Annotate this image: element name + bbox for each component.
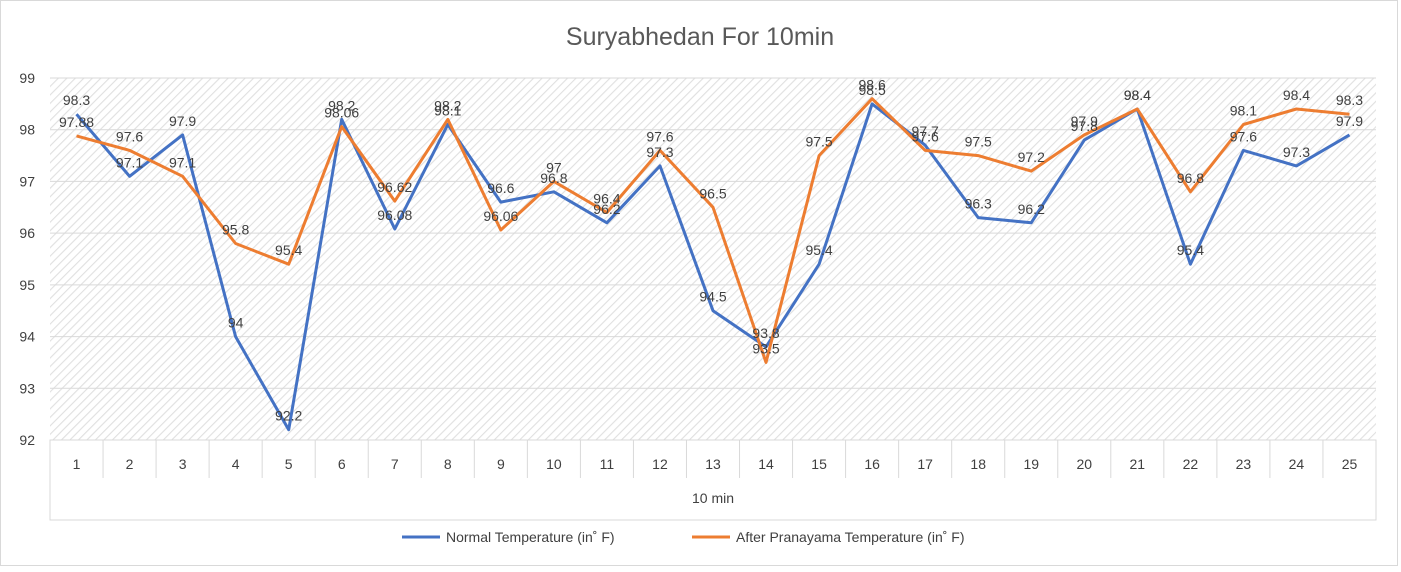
x-tick-label: 10: [546, 456, 562, 472]
data-label: 96.06: [483, 208, 518, 224]
x-tick-label: 5: [285, 456, 293, 472]
y-tick-label: 94: [19, 329, 35, 345]
data-label: 96.6: [487, 180, 514, 196]
x-tick-label: 11: [600, 456, 615, 472]
y-tick-label: 97: [19, 173, 35, 189]
series-line-after: [76, 97, 1350, 364]
data-label: 97.9: [169, 113, 196, 129]
y-tick-label: 95: [19, 277, 35, 293]
x-tick-label: 24: [1289, 456, 1305, 472]
data-label: 97.5: [965, 134, 992, 150]
x-tick-label: 9: [497, 456, 505, 472]
x-tick-label: 4: [232, 456, 240, 472]
data-label: 95.4: [805, 242, 832, 258]
data-label: 98.06: [324, 105, 359, 121]
plot-area: [50, 78, 1376, 440]
data-label: 98.4: [1124, 87, 1151, 103]
y-tick-label: 99: [19, 70, 35, 86]
x-tick-label: 13: [705, 456, 721, 472]
data-label: 97.6: [912, 128, 939, 144]
data-label: 96.8: [1177, 170, 1204, 186]
data-label: 97.9: [1071, 113, 1098, 129]
data-label: 96.2: [593, 201, 620, 217]
data-label: 97.6: [646, 128, 673, 144]
data-label: 98.5: [858, 82, 885, 98]
x-tick-label: 15: [811, 456, 827, 472]
y-axis: 92 93 94 95 96 97 98 99: [19, 70, 35, 448]
data-label: 98.4: [1283, 87, 1310, 103]
data-label: 98.6: [858, 77, 885, 93]
data-label: 97: [546, 159, 562, 175]
data-labels: 98.397.197.99492.298.296.0898.196.696.89…: [59, 77, 1363, 424]
series-lines: [75, 97, 1351, 432]
data-label: 97.3: [1283, 144, 1310, 160]
legend: Normal Temperature (in˚ F) After Pranaya…: [402, 529, 965, 545]
y-tick-label: 96: [19, 225, 35, 241]
x-tick-label: 14: [758, 456, 774, 472]
data-label: 98.2: [328, 97, 355, 113]
x-tick-label: 21: [1130, 456, 1146, 472]
x-tick-label: 1: [73, 456, 81, 472]
data-label: 97.9: [1336, 113, 1363, 129]
legend-label-normal: Normal Temperature (in˚ F): [446, 529, 615, 545]
data-label: 97.3: [646, 144, 673, 160]
category-axis-frame: [49, 439, 1377, 521]
data-label: 98.1: [434, 103, 461, 119]
x-tick-label: 16: [864, 456, 880, 472]
data-label: 96.5: [699, 185, 726, 201]
x-tick-label: 7: [391, 456, 399, 472]
data-label: 95.8: [222, 221, 249, 237]
x-tick-label: 12: [652, 456, 668, 472]
x-tick-label: 19: [1023, 456, 1039, 472]
x-axis-title: 10 min: [692, 490, 734, 506]
chart-title: Suryabhedan For 10min: [566, 23, 834, 51]
x-tick-label: 17: [917, 456, 933, 472]
x-tick-label: 22: [1183, 456, 1199, 472]
y-tick-label: 92: [19, 432, 35, 448]
x-tick-label: 18: [970, 456, 986, 472]
data-label: 94.5: [699, 289, 726, 305]
data-label: 96.4: [593, 190, 620, 206]
data-label: 96.2: [1018, 201, 1045, 217]
data-label: 97.88: [59, 114, 94, 130]
x-tick-label: 8: [444, 456, 452, 472]
x-tick-label: 25: [1342, 456, 1358, 472]
x-axis: 1 2 3 4 5 6 7 8 9 10 11 12 13 14 15 16 17 18 19 20 21 22 23 24 2…: [49, 439, 1377, 521]
data-label: 92.2: [275, 408, 302, 424]
y-tick-label: 98: [19, 122, 35, 138]
x-tick-label: 3: [179, 456, 187, 472]
data-label: 98.2: [434, 97, 461, 113]
legend-label-after: After Pranayama Temperature (in˚ F): [736, 529, 965, 545]
y-tick-label: 93: [19, 380, 35, 396]
data-label: 97.6: [1230, 128, 1257, 144]
data-label: 97.1: [116, 154, 143, 170]
x-tick-label: 23: [1236, 456, 1252, 472]
data-label: 98.1: [1230, 103, 1257, 119]
data-label: 93.5: [752, 340, 779, 356]
data-label: 98.3: [1336, 92, 1363, 108]
data-label: 98.4: [1124, 87, 1151, 103]
data-label: 95.4: [275, 242, 302, 258]
data-label: 97.2: [1018, 149, 1045, 165]
data-label: 96.3: [965, 196, 992, 212]
data-label: 96.62: [377, 179, 412, 195]
data-label: 98.3: [63, 92, 90, 108]
x-tick-label: 2: [126, 456, 134, 472]
data-label: 93.8: [752, 325, 779, 341]
x-tick-label: 20: [1076, 456, 1092, 472]
data-label: 97.7: [912, 123, 939, 139]
data-label: 97.6: [116, 128, 143, 144]
data-label: 96.08: [377, 207, 412, 223]
data-label: 97.8: [1071, 118, 1098, 134]
data-label: 96.8: [540, 170, 567, 186]
data-label: 97.1: [169, 154, 196, 170]
data-label: 95.4: [1177, 242, 1204, 258]
data-label: 97.5: [805, 134, 832, 150]
x-tick-label: 6: [338, 456, 346, 472]
data-label: 94: [228, 315, 244, 331]
